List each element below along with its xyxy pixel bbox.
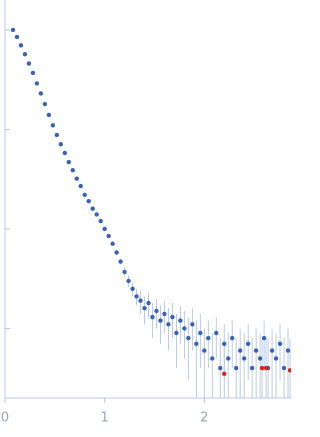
data-point [54,132,60,138]
chart: 0 1 2 [1,0,291,426]
data-point [42,101,48,107]
x-tick-label: 0 [1,411,9,426]
data-point [222,371,227,377]
data-point [202,348,207,353]
data-point [186,335,191,341]
data-point [249,365,255,371]
data-point [110,241,115,246]
data-point [218,365,223,371]
data-point [66,159,71,165]
data-point [241,356,247,361]
data-point [90,206,95,211]
data-point [174,330,179,336]
data-point [261,335,267,341]
data-point [194,341,199,347]
data-point [226,356,231,361]
plot-area [10,27,291,398]
data-point [253,348,259,353]
data-point [62,150,67,156]
data-point [170,314,175,320]
data-point [98,218,103,224]
data-point [10,27,16,33]
data-point [222,341,227,347]
data-point [269,348,275,353]
data-point [122,269,127,275]
data-point [118,259,123,264]
x-tick-label: 1 [101,411,109,426]
data-point [259,365,265,371]
data-point [190,322,195,327]
data-point [230,335,235,341]
data-point [102,226,107,232]
data-point [86,199,91,204]
data-point [178,318,183,323]
data-point [233,365,239,371]
data-point [126,278,131,284]
data-point [237,348,243,353]
data-point [206,335,211,341]
data-point [94,212,99,217]
data-point [26,61,32,66]
data-point [287,368,291,373]
data-point [142,305,147,311]
data-point [158,318,163,323]
data-point [182,326,187,331]
x-tick-label: 2 [200,411,208,426]
data-point [273,356,279,361]
data-point [46,112,52,118]
data-point [146,300,151,306]
data-point [245,341,251,347]
data-point [106,233,111,239]
data-point [18,43,24,48]
data-point [198,330,203,336]
data-point [30,70,36,76]
data-point [50,123,56,128]
data-point [263,365,269,371]
data-point [130,286,135,292]
data-point [70,167,75,173]
data-point [114,250,119,255]
data-point [214,330,219,336]
data-point [162,311,167,317]
data-point [14,34,20,40]
data-point [150,314,155,320]
data-point [138,298,143,303]
data-point [22,52,28,57]
data-point [78,183,83,189]
data-point [281,365,287,371]
data-point [38,91,44,96]
data-point [285,348,291,353]
data-point [166,322,171,327]
data-point [257,356,263,361]
data-point [82,192,87,198]
data-point [134,294,139,299]
data-point [210,356,215,361]
data-point [34,81,40,86]
data-point [277,341,283,347]
data-point [58,142,64,147]
data-point [154,308,159,314]
data-point [74,176,79,181]
